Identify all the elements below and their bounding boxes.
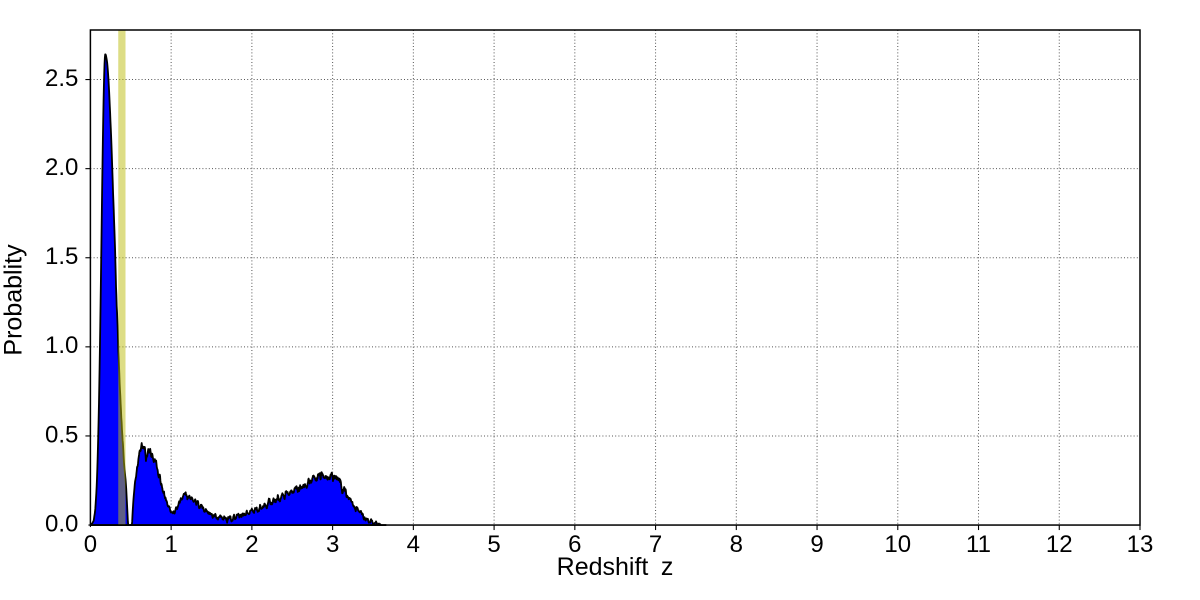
svg-text:0.0: 0.0 [45, 510, 78, 537]
svg-text:2.0: 2.0 [45, 154, 78, 181]
svg-text:12: 12 [1046, 531, 1073, 558]
svg-text:1.0: 1.0 [45, 332, 78, 359]
svg-text:2.5: 2.5 [45, 65, 78, 92]
svg-text:5: 5 [487, 531, 500, 558]
svg-text:1: 1 [164, 531, 177, 558]
svg-text:11: 11 [966, 531, 991, 558]
svg-text:10: 10 [884, 531, 911, 558]
svg-text:8: 8 [730, 531, 743, 558]
svg-text:13: 13 [1127, 531, 1154, 558]
svg-text:4: 4 [407, 531, 420, 558]
svg-text:2: 2 [245, 531, 258, 558]
svg-text:0: 0 [84, 531, 97, 558]
svg-text:9: 9 [810, 531, 823, 558]
svg-text:1.5: 1.5 [45, 243, 78, 270]
svg-text:3: 3 [326, 531, 339, 558]
svg-text:0.5: 0.5 [45, 421, 78, 448]
